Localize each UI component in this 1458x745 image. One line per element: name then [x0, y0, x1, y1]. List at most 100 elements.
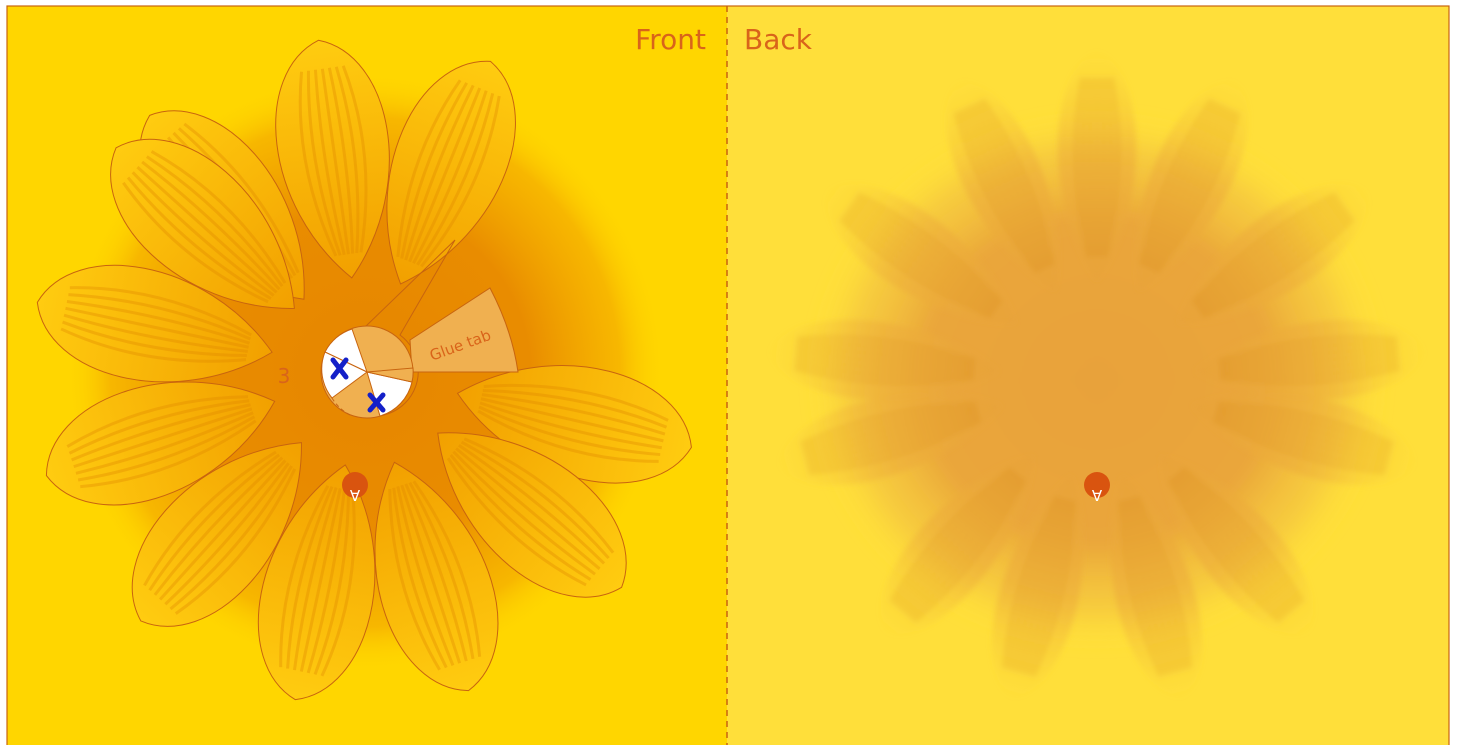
petal-stripe [1081, 77, 1093, 258]
petal-stripe [153, 456, 284, 596]
petal-stripe [334, 66, 360, 254]
petal-stripe [1101, 77, 1113, 258]
petal-stripe [481, 393, 666, 436]
petal-stripe [1191, 193, 1337, 304]
petal-stripe [392, 487, 448, 669]
petal-stripe [62, 320, 247, 357]
petal-stripe [400, 484, 462, 664]
petal-stripe [1144, 103, 1222, 268]
petal-stripe [68, 399, 250, 455]
petal-stripe [136, 165, 278, 294]
petal [826, 184, 1016, 323]
x-mark-icon [330, 357, 349, 380]
petal-stripe [1026, 500, 1073, 676]
petal-stripe [412, 90, 488, 264]
center-disc [320, 325, 414, 419]
petal-stripe [976, 100, 1052, 267]
petal-stripe [1218, 342, 1398, 365]
petal-stripe [313, 490, 350, 675]
petal-stripe [455, 447, 601, 570]
petal-stripe [845, 209, 996, 314]
petal-stripe [1167, 479, 1281, 623]
petal-stripe [416, 93, 495, 266]
petal-stripe [143, 450, 277, 587]
petal-stripe [1002, 495, 1058, 669]
petal-stripe [279, 485, 330, 668]
petal [45, 381, 276, 506]
petal-stripe [1218, 335, 1398, 362]
petal-stripe [313, 69, 346, 256]
petal-stripe [1022, 499, 1070, 674]
petal-stripe [1133, 496, 1187, 670]
petal-stripe [146, 155, 284, 288]
petal-stripe [1219, 362, 1400, 379]
petal [1161, 456, 1314, 635]
petal-stripe [954, 111, 1039, 274]
petal-stripe [1118, 501, 1163, 677]
petal-stripe [299, 488, 342, 672]
sheet-frame [6, 5, 1450, 745]
petal-stripe [795, 352, 975, 371]
petal-stripe [80, 419, 257, 489]
petal-stripe [1098, 77, 1106, 258]
petal-stripe [458, 444, 606, 565]
petal-stripe [897, 471, 1017, 610]
orientation-label: A [349, 486, 360, 504]
petal-stripe [1195, 201, 1343, 309]
petal-stripe [842, 213, 994, 316]
petal-stripe [73, 407, 253, 469]
petal-stripe [1153, 109, 1236, 272]
petal-stripe [404, 84, 475, 261]
petal-stripe [1104, 77, 1120, 258]
petal-stripe [1193, 197, 1340, 306]
petal-stripe [122, 181, 269, 304]
petal [945, 80, 1058, 290]
petal-stripe [477, 409, 659, 463]
petal-stripe [420, 95, 501, 268]
glue-tab: Glue tab [409, 287, 519, 373]
petal-stripe [68, 293, 251, 341]
petal-stripe [794, 362, 975, 379]
petal-stripe [1218, 401, 1394, 446]
petal-stripe [388, 489, 441, 671]
petal [1136, 80, 1249, 290]
petal [768, 319, 998, 400]
petal-stripe [857, 193, 1003, 304]
petal [1178, 184, 1368, 323]
upside-down-a-icon [1084, 472, 1110, 498]
petal-stripe [1202, 217, 1355, 319]
petal-stripe [480, 397, 664, 443]
petal-stripe [913, 479, 1027, 623]
petal-stripe [412, 480, 482, 657]
petal-stripe [958, 109, 1041, 272]
petal-stripe [183, 122, 300, 274]
petal-stripe [800, 401, 976, 446]
petal [1057, 50, 1137, 280]
petal-stripe [1174, 473, 1293, 613]
orientation-marker-back: A [1084, 472, 1110, 504]
petal-stripe [449, 454, 592, 581]
petal-stripe [1212, 419, 1386, 475]
petal-stripe [320, 68, 350, 255]
petal-stripe [1124, 499, 1172, 674]
petal-stripe [131, 171, 275, 297]
petal-stripe [1136, 495, 1192, 669]
petal-stripe [286, 486, 334, 669]
petal-stripe [794, 366, 974, 385]
back-label: Back [744, 23, 813, 56]
front-petals [36, 39, 692, 701]
petal-stripe [1139, 98, 1213, 266]
petal-stripe [478, 405, 661, 457]
petal-stripe [805, 413, 980, 465]
petal-stripe [1017, 498, 1067, 673]
petal-stripe [1214, 413, 1389, 465]
petal-stripe [77, 415, 256, 482]
front-label: Front [635, 23, 706, 56]
petal-stripe [482, 389, 668, 429]
petal-stripe [1121, 500, 1168, 676]
petal-stripe [1179, 469, 1301, 607]
petal-stripe [901, 473, 1020, 613]
petal-stripe [1217, 404, 1393, 451]
petal-stripe [320, 490, 356, 677]
